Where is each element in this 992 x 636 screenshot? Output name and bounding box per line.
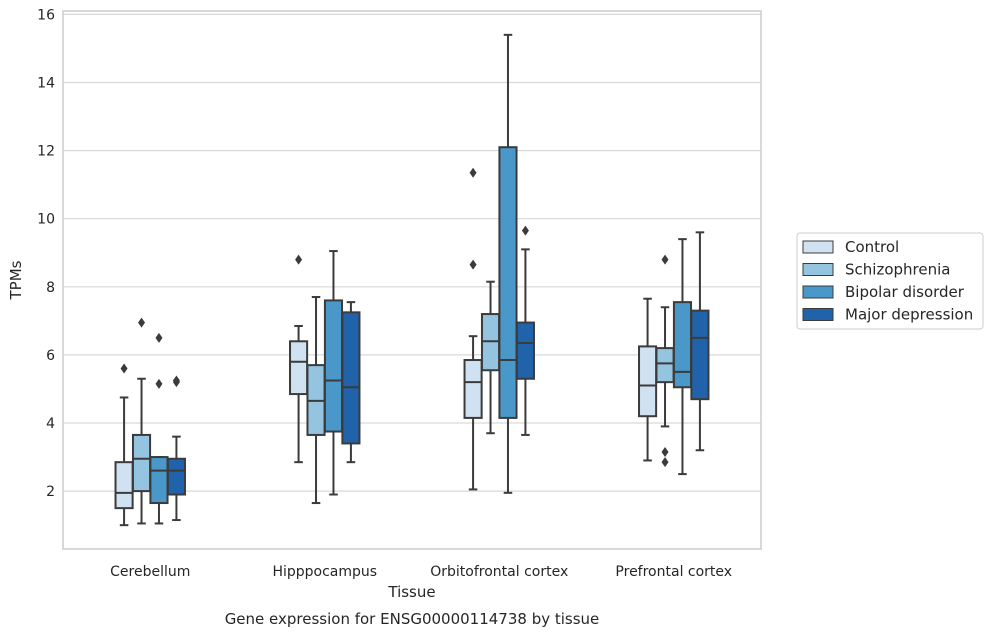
y-tick-label: 6: [46, 348, 55, 364]
outlier-point: [661, 254, 669, 265]
box-body: [131, 433, 152, 493]
x-axis-label: Tissue: [387, 583, 435, 601]
box-body: [515, 321, 535, 380]
legend-frame: [796, 232, 984, 330]
box-body: [149, 456, 169, 505]
x-tick-labels: Cerebellum Hipppocampus Orbitofrontal cort…: [110, 564, 732, 580]
box-schizophrenia: [131, 317, 152, 525]
box-schizophrenia: [480, 280, 501, 435]
legend-label: Control: [845, 238, 899, 256]
box-body: [498, 146, 518, 419]
box-bipolar-disorder: [149, 332, 169, 525]
x-tick-label: Prefrontal cortex: [615, 564, 732, 580]
box-major-depression: [341, 301, 361, 464]
x-tick-label: Orbitofrontal cortex: [430, 564, 568, 580]
box-body: [463, 359, 483, 419]
plot-frame: [62, 10, 762, 550]
outlier-point: [661, 457, 669, 468]
box-major-depression: [166, 375, 186, 522]
box-body: [638, 345, 658, 418]
box-body: [166, 457, 186, 496]
outlier-point: [469, 167, 477, 178]
y-tick-label: 8: [46, 280, 55, 296]
box-body: [655, 347, 675, 384]
y-tick-label: 4: [46, 416, 55, 432]
outlier-point: [521, 225, 529, 236]
box-major-depression: [515, 225, 535, 436]
x-tick-label: Cerebellum: [110, 564, 190, 580]
outlier-point: [295, 254, 303, 265]
grid-lines: [63, 13, 761, 492]
outlier-point: [155, 378, 163, 389]
outlier-point: [120, 363, 128, 374]
outlier-point: [172, 377, 180, 388]
box-schizophrenia: [655, 254, 675, 468]
box-body: [323, 299, 344, 433]
legend-label: Bipolar disorder: [845, 283, 965, 301]
box-series: [114, 33, 710, 527]
y-tick-label: 2: [46, 484, 55, 500]
box-body: [672, 301, 693, 389]
y-tick-label: 12: [37, 144, 55, 160]
outlier-point: [138, 317, 146, 328]
box-control: [289, 254, 309, 464]
box-body: [690, 309, 710, 401]
box-bipolar-disorder: [672, 238, 693, 476]
box-body: [289, 340, 309, 396]
legend-swatch: [802, 263, 834, 276]
outlier-point: [469, 259, 477, 270]
y-axis-label: TPMs: [7, 260, 25, 300]
legend: Control Schizophrenia Bipolar disorder Majo…: [796, 232, 984, 330]
y-tick-label: 14: [37, 76, 55, 92]
legend-label: Major depression: [845, 306, 973, 324]
legend-swatch: [802, 240, 834, 254]
box-schizophrenia: [306, 296, 326, 505]
legend-swatch: [802, 285, 834, 299]
outlier-point: [155, 332, 163, 343]
x-tick-label: Hipppocampus: [272, 564, 377, 580]
box-major-depression: [690, 231, 710, 452]
box-bipolar-disorder: [498, 33, 518, 494]
box-control: [463, 167, 483, 491]
outlier-point: [661, 446, 669, 457]
box-body: [114, 461, 134, 510]
box-bipolar-disorder: [323, 250, 344, 496]
legend-label: Schizophrenia: [845, 261, 950, 279]
chart-caption: Gene expression for ENSG00000114738 by t…: [225, 610, 600, 628]
y-tick-label: 16: [37, 7, 55, 23]
y-tick-labels: 2 4 6 8 10 12 14 16: [37, 7, 55, 500]
legend-swatch: [802, 308, 834, 321]
box-body: [341, 311, 361, 445]
box-control: [114, 363, 134, 527]
y-tick-label: 10: [37, 212, 55, 228]
box-control: [638, 297, 658, 462]
